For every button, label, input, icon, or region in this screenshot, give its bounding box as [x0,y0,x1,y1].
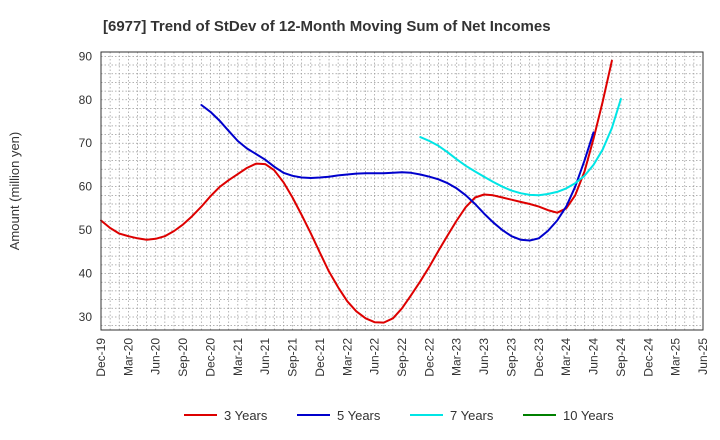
x-tick-label: Sep-21 [286,338,300,377]
series-line-3-years [100,59,613,324]
x-tick-label: Mar-21 [231,338,245,376]
y-tick-label: 40 [79,267,93,281]
legend-label: 3 Years [224,408,268,423]
y-tick-label: 50 [79,223,93,237]
x-tick-label: Jun-24 [587,338,601,375]
series-line-5-years [200,104,595,242]
y-tick-label: 30 [79,310,93,324]
x-tick-label: Jun-22 [368,338,382,375]
series-line-7-years [419,97,622,197]
y-tick-label: 60 [79,180,93,194]
y-axis-label: Amount (million yen) [7,132,22,251]
plot-area: 30 40 50 60 70 80 90 Dec-19 Mar-20 Jun-20 Sep-20 De… [79,49,710,376]
y-tick-label: 90 [79,49,93,63]
x-tick-label: Mar-25 [669,338,683,376]
x-tick-label: Jun-25 [696,338,710,375]
legend-label: 7 Years [450,408,494,423]
x-tick-label: Dec-19 [94,338,108,377]
plot-background [101,52,703,330]
x-tick-label: Sep-23 [504,338,518,377]
legend: 3 Years 5 Years 7 Years 10 Years [184,408,614,423]
x-tick-label: Sep-22 [395,338,409,377]
x-tick-label: Sep-20 [176,338,190,377]
x-tick-label: Jun-23 [477,338,491,375]
x-tick-label: Dec-24 [641,338,655,377]
x-tick-label: Dec-22 [422,338,436,377]
x-tick-label: Mar-22 [340,338,354,376]
x-tick-label: Dec-23 [532,338,546,377]
x-tick-label: Jun-21 [258,338,272,375]
legend-label: 10 Years [563,408,614,423]
x-tick-label: Mar-23 [450,338,464,376]
plot-frame [100,51,704,331]
legend-label: 5 Years [337,408,381,423]
x-tick-label: Dec-21 [313,338,327,377]
x-tick-label: Mar-20 [121,338,135,376]
y-tick-label: 70 [79,136,93,150]
x-tick-label: Dec-20 [203,338,217,377]
x-tick-label: Mar-24 [559,338,573,376]
x-tick-label: Jun-20 [149,338,163,375]
y-tick-label: 80 [79,93,93,107]
chart-title: [6977] Trend of StDev of 12-Month Moving… [103,18,551,35]
x-tick-label: Sep-24 [614,338,628,377]
